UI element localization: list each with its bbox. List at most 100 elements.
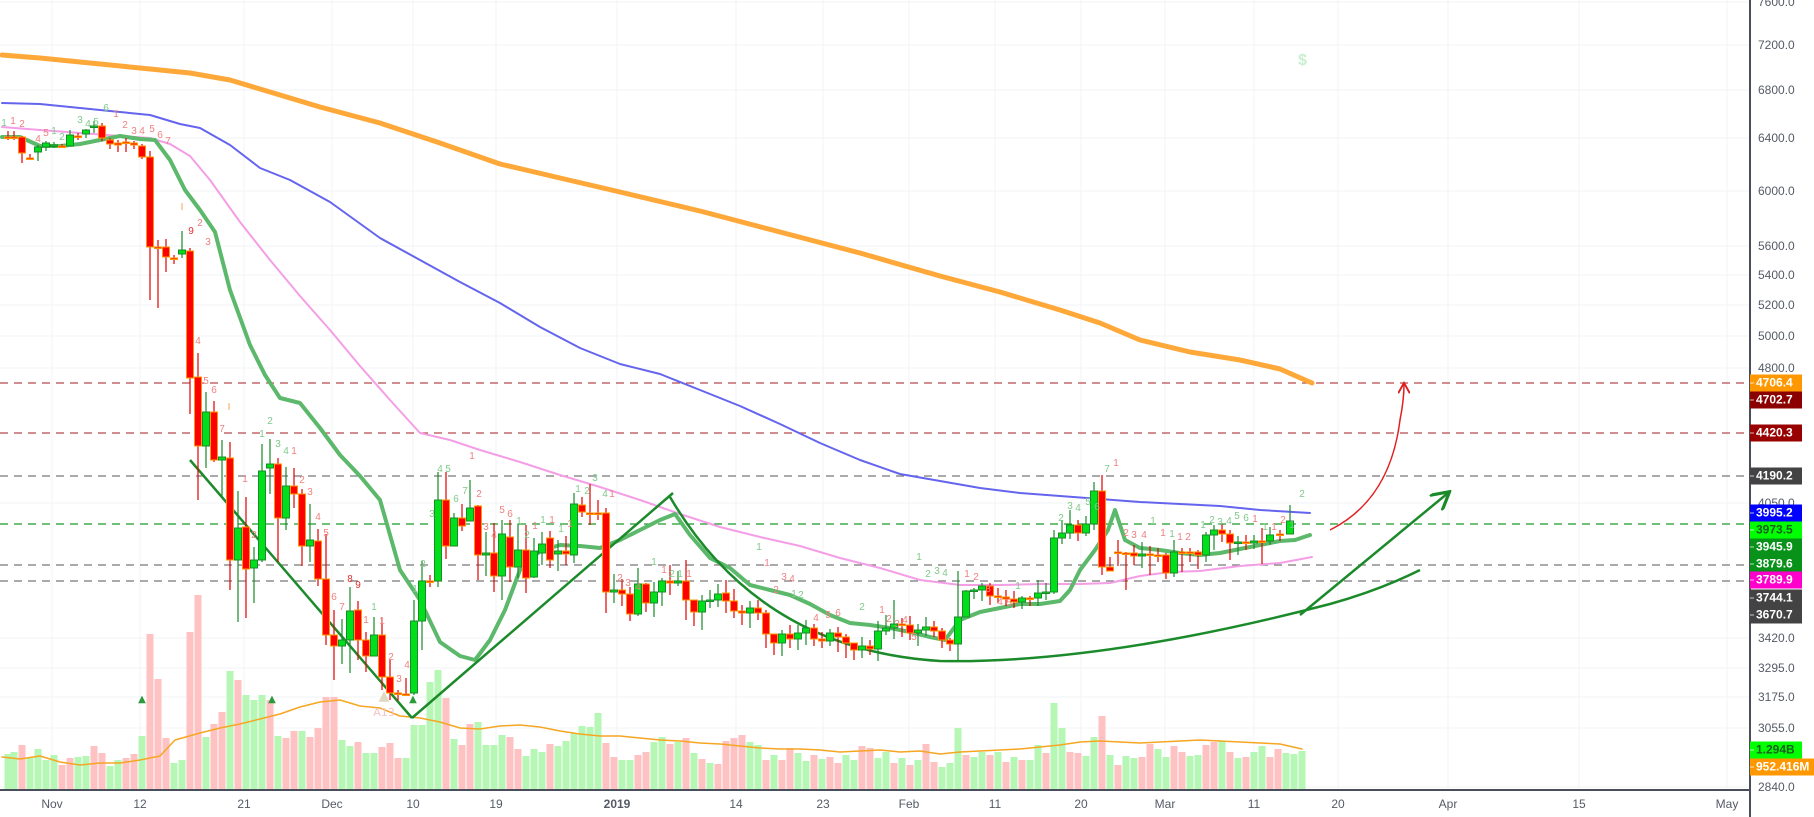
volume-bar xyxy=(898,758,906,789)
x-tick-label: Dec xyxy=(321,797,343,811)
svg-text:5: 5 xyxy=(1234,511,1240,522)
volume-bar xyxy=(954,728,962,789)
x-axis[interactable] xyxy=(0,789,1750,791)
volume-bar xyxy=(842,755,850,789)
bear-candle xyxy=(930,626,938,632)
volume-bar xyxy=(330,697,338,789)
bear-candle xyxy=(818,638,826,642)
bull-candle xyxy=(882,627,890,632)
svg-text:1: 1 xyxy=(540,515,546,526)
x-tick-label: 12 xyxy=(133,797,147,811)
volume-bar xyxy=(794,753,802,789)
volume-bar xyxy=(770,755,778,789)
volume-bar xyxy=(290,731,298,789)
volume-bar xyxy=(1274,749,1282,789)
bear-candle xyxy=(1218,529,1226,535)
x-tick-label: 21 xyxy=(237,797,251,811)
buy-arrow: ▲ xyxy=(409,694,417,705)
svg-text:1: 1 xyxy=(1169,529,1175,540)
x-tick-label: Nov xyxy=(41,797,63,811)
y-axis[interactable] xyxy=(1749,0,1751,817)
svg-text:2: 2 xyxy=(617,573,623,584)
ma-volma xyxy=(1,699,1303,766)
svg-text:1: 1 xyxy=(379,616,385,627)
volume-bar xyxy=(706,763,714,789)
bear-candle xyxy=(1178,551,1186,554)
bear-candle xyxy=(642,583,650,604)
volume-bar xyxy=(482,745,490,789)
svg-text:4: 4 xyxy=(997,597,1003,608)
svg-text:1: 1 xyxy=(651,557,657,568)
volume-bar xyxy=(154,679,162,789)
volume-bar xyxy=(1010,757,1018,789)
volume-bar xyxy=(1082,756,1090,789)
svg-text:1: 1 xyxy=(575,484,581,495)
svg-text:1: 1 xyxy=(1113,458,1119,469)
x-tick-label: Feb xyxy=(898,797,920,811)
volume-bar xyxy=(114,760,122,789)
bull-candle xyxy=(570,503,578,556)
bull-candle xyxy=(66,134,74,147)
bear-candle xyxy=(26,157,34,160)
svg-text:1: 1 xyxy=(1262,522,1268,533)
volume-bar xyxy=(1170,746,1178,789)
svg-text:4: 4 xyxy=(902,615,908,626)
bear-candle xyxy=(690,599,698,613)
svg-text:4: 4 xyxy=(1141,530,1147,541)
price-tag: 4702.7 xyxy=(1750,391,1802,409)
bear-candle xyxy=(314,540,322,580)
bear-candle xyxy=(210,411,218,461)
volume-bar xyxy=(562,741,570,789)
volume-bar xyxy=(274,736,282,789)
svg-text:3: 3 xyxy=(307,487,313,498)
volume-bar xyxy=(1178,752,1186,789)
volume-bar xyxy=(130,754,138,789)
volume-bar xyxy=(514,749,522,789)
bull-candle xyxy=(434,499,442,582)
svg-text:4: 4 xyxy=(85,119,91,130)
svg-text:1: 1 xyxy=(964,569,970,580)
svg-text:6: 6 xyxy=(835,608,841,619)
bull-candle xyxy=(1266,534,1274,542)
bull-candle xyxy=(538,543,546,554)
svg-text:6: 6 xyxy=(507,509,513,520)
volume-bar xyxy=(506,737,514,789)
bear-candle xyxy=(1162,554,1170,574)
svg-text:I: I xyxy=(181,202,184,213)
svg-text:2: 2 xyxy=(798,590,804,601)
bull-candle xyxy=(1050,537,1058,593)
volume-bar xyxy=(666,744,674,789)
volume-bar xyxy=(634,755,642,789)
bear-candle xyxy=(834,632,842,638)
bear-candle xyxy=(322,578,330,636)
bear-candle xyxy=(386,676,394,694)
svg-text:3: 3 xyxy=(985,584,991,595)
bull-candle xyxy=(970,589,978,592)
svg-text:5: 5 xyxy=(825,610,831,621)
svg-text:2: 2 xyxy=(197,218,203,229)
target-arrow-green xyxy=(1299,493,1448,616)
svg-text:5: 5 xyxy=(43,128,49,139)
svg-text:3: 3 xyxy=(429,509,435,520)
volume-bar xyxy=(626,760,634,789)
bull-candle xyxy=(978,585,986,591)
volume-bar xyxy=(1138,757,1146,789)
volume-bar xyxy=(314,728,322,789)
svg-text:4: 4 xyxy=(1226,516,1232,527)
bull-candle xyxy=(34,146,42,153)
bull-candle xyxy=(234,527,242,561)
volume-bar xyxy=(1186,756,1194,789)
volume-bar xyxy=(1002,762,1010,789)
svg-text:3: 3 xyxy=(1217,517,1223,528)
volume-bar xyxy=(1162,757,1170,789)
volume-bar xyxy=(578,726,586,789)
volume-bar xyxy=(82,756,90,789)
bear-candle xyxy=(194,376,202,447)
bear-candle xyxy=(722,592,730,602)
svg-text:2: 2 xyxy=(388,652,394,663)
svg-text:1: 1 xyxy=(242,474,248,485)
volume-bar xyxy=(106,766,114,789)
dollar-icon: $ xyxy=(1298,52,1307,69)
volume-bar xyxy=(354,742,362,789)
